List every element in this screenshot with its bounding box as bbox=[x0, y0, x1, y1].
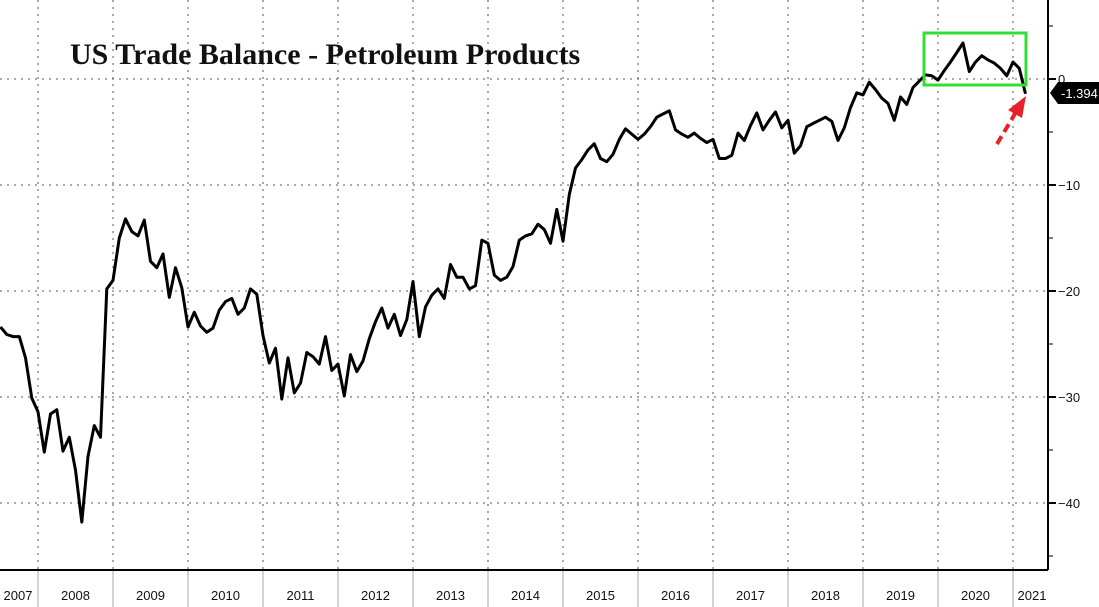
series-line bbox=[0, 41, 1027, 524]
x-tick-label: 2020 bbox=[961, 588, 990, 603]
x-tick-label: 2012 bbox=[361, 588, 390, 603]
last-value-label: -1.394 bbox=[1061, 86, 1098, 101]
chart-title: US Trade Balance - Petroleum Products bbox=[70, 38, 581, 71]
highlight-box bbox=[922, 31, 1028, 87]
y-axis: 0 −10 −20 −30 −40 bbox=[1047, 0, 1080, 570]
red-dashed-arrow-icon bbox=[995, 96, 1026, 146]
y-tick-label: −40 bbox=[1058, 496, 1080, 511]
x-tick-label: 2011 bbox=[287, 588, 315, 603]
x-tick-label: 2018 bbox=[811, 588, 840, 603]
x-tick-label: 2017 bbox=[736, 588, 765, 603]
gridlines bbox=[0, 0, 1048, 570]
y-tick-label: −10 bbox=[1058, 178, 1080, 193]
x-tick-label: 2007 bbox=[4, 588, 33, 603]
x-tick-label: 2013 bbox=[436, 588, 465, 603]
x-tick-label: 2008 bbox=[61, 588, 90, 603]
y-tick-label: 0 bbox=[1058, 72, 1065, 87]
y-tick-label: −20 bbox=[1058, 284, 1080, 299]
y-tick-label: −30 bbox=[1058, 390, 1080, 405]
x-tick-label: 2021 bbox=[1018, 588, 1047, 603]
x-tick-label: 2019 bbox=[886, 588, 915, 603]
x-tick-label: 2015 bbox=[586, 588, 615, 603]
x-tick-label: 2010 bbox=[211, 588, 240, 603]
last-value-tag: -1.394 bbox=[1050, 82, 1099, 104]
x-tick-label: 2014 bbox=[511, 588, 540, 603]
x-tick-label: 2009 bbox=[136, 588, 165, 603]
x-tick-label: 2016 bbox=[661, 588, 690, 603]
x-axis: 2007 2008 2009 2010 2011 2012 2013 2014 2015 2016… bbox=[0, 569, 1048, 607]
